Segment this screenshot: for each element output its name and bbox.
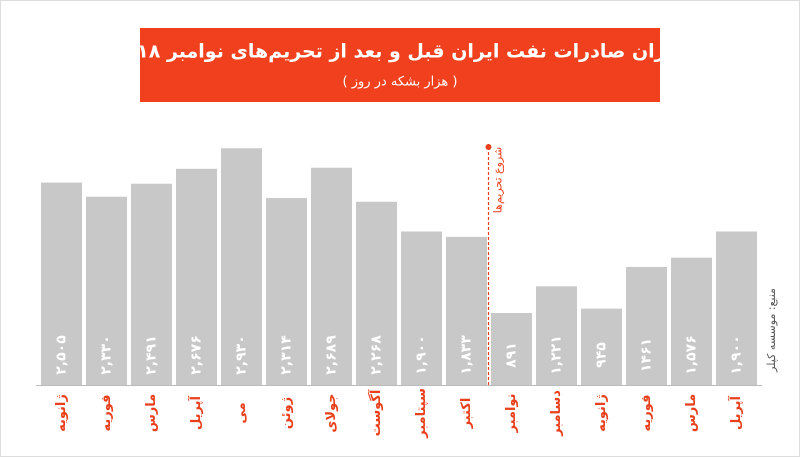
title-box xyxy=(140,28,660,102)
x-tick-label: ژانویه xyxy=(54,394,69,432)
value-label: ۲,۶۸۹ xyxy=(324,335,340,375)
value-label: ۲,۳۳۰ xyxy=(99,335,115,375)
value-label: ۲,۴۹۱ xyxy=(144,335,160,375)
value-label: ۲,۶۷۶ xyxy=(189,335,205,375)
value-label: ۱,۵۷۶ xyxy=(684,335,700,375)
value-label: ۸۹۱ xyxy=(504,342,520,368)
value-label: ۲,۳۱۴ xyxy=(279,335,295,375)
value-label: ۲,۲۶۸ xyxy=(369,335,385,375)
source: منبع: موسسه کپلر xyxy=(765,288,778,373)
bar xyxy=(716,231,757,385)
x-tick-label: اکتبر xyxy=(459,398,474,430)
bar xyxy=(266,198,307,385)
bar xyxy=(311,167,352,385)
x-tick-label: دسامبر xyxy=(549,390,564,437)
bar xyxy=(86,196,127,385)
x-tick-label: فوریه xyxy=(639,395,654,432)
x-tick-label: آگوست xyxy=(367,389,384,436)
chart-subtitle: ( هزار بشکه در روز ) xyxy=(343,75,458,90)
x-tick-label: سپتامبر xyxy=(414,388,429,439)
value-label: ۱,۹۰۰ xyxy=(729,335,745,375)
x-tick-label: مارس xyxy=(684,394,699,432)
annotation: شروع تحریم‌ها xyxy=(492,147,505,213)
bar xyxy=(131,183,172,385)
x-tick-label: ژوئن xyxy=(279,397,294,429)
x-tick-label: مارس xyxy=(144,394,159,432)
chart-title: میزان صادرات نفت ایران قبل و بعد از تحری… xyxy=(114,41,686,63)
bar xyxy=(41,182,82,385)
x-tick-label: آپریل xyxy=(187,396,204,430)
x-tick-label: فوریه xyxy=(99,395,114,432)
bar xyxy=(491,313,532,385)
x-tick-label: می xyxy=(234,402,249,423)
x-tick-label: آپریل xyxy=(727,396,744,430)
bar xyxy=(176,168,217,385)
x-tick-label: ژانویه xyxy=(594,394,609,432)
bar xyxy=(536,286,577,385)
x-tick-label: جولای xyxy=(324,393,339,432)
value-label: ۱,۹۰۰ xyxy=(414,335,430,375)
bar xyxy=(356,201,397,385)
value-label: ۱,۸۳۳ xyxy=(459,335,475,375)
value-label: ۲,۹۳۰ xyxy=(234,335,250,375)
bar xyxy=(581,308,622,385)
value-label: ۱۴۶۱ xyxy=(639,338,655,372)
bar xyxy=(626,266,667,385)
value-label: ۲,۵۰۵ xyxy=(54,335,70,375)
bar xyxy=(671,257,712,385)
value-label: ۹۴۵ xyxy=(594,342,610,368)
annotation-dot xyxy=(485,144,492,150)
bar xyxy=(446,236,487,385)
bar xyxy=(401,231,442,385)
value-label: ۱,۲۲۱ xyxy=(549,335,565,375)
bar xyxy=(221,148,262,385)
x-tick-label: نوامبر xyxy=(504,394,519,434)
